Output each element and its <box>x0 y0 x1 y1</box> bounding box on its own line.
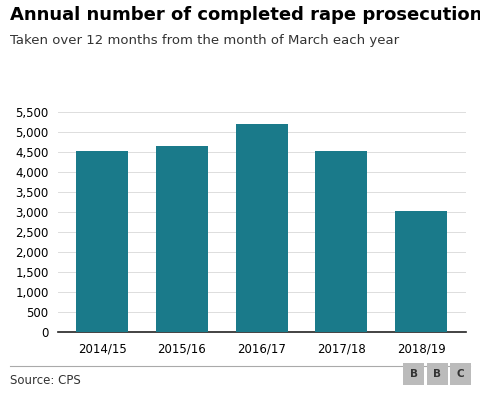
Text: Source: CPS: Source: CPS <box>10 374 80 387</box>
Text: B: B <box>433 369 441 379</box>
Bar <box>236 124 288 332</box>
Text: Taken over 12 months from the month of March each year: Taken over 12 months from the month of M… <box>10 34 399 47</box>
Bar <box>76 151 128 332</box>
Text: C: C <box>457 369 465 379</box>
Text: Annual number of completed rape prosecutions: Annual number of completed rape prosecut… <box>10 6 480 24</box>
Bar <box>395 211 447 332</box>
Bar <box>156 146 208 332</box>
Text: B: B <box>410 369 418 379</box>
Bar <box>315 151 367 332</box>
